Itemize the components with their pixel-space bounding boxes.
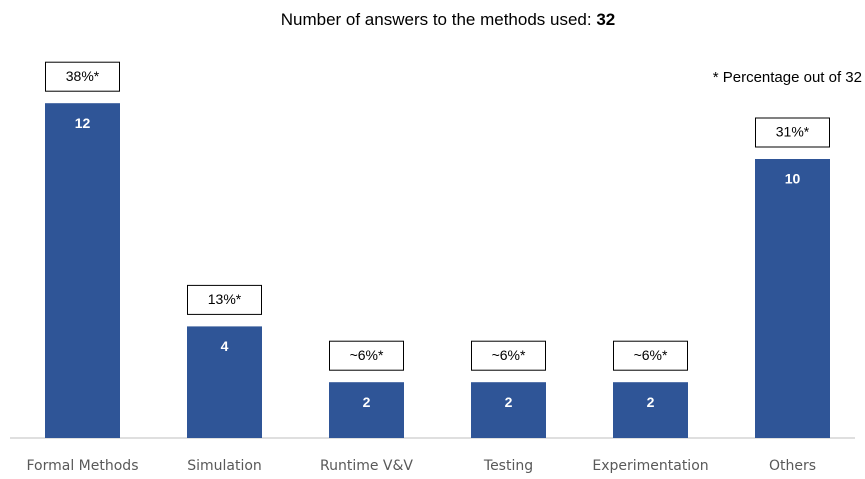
percent-box: [45, 61, 120, 92]
value-label: 2: [647, 394, 655, 410]
percent-label: ~6%*: [634, 347, 668, 363]
percent-box: [755, 117, 830, 148]
value-label: 10: [785, 171, 801, 187]
value-label: 12: [75, 115, 91, 131]
percent-label: ~6%*: [492, 347, 526, 363]
title-total: 32: [596, 10, 615, 29]
annotation: * Percentage out of 32: [713, 69, 862, 86]
bar: [755, 159, 830, 438]
percent-label: 31%*: [776, 124, 810, 140]
x-tick-label: Simulation: [187, 458, 262, 474]
x-tick-label: Experimentation: [592, 458, 708, 474]
percent-box: [329, 340, 404, 371]
bar: [471, 382, 546, 438]
bar: [45, 103, 120, 438]
percent-label: 13%*: [208, 291, 242, 307]
percent-box: [613, 340, 688, 371]
x-tick-label: Others: [769, 458, 816, 474]
percent-label: 38%*: [66, 68, 100, 84]
chart-title: Number of answers to the methods used: 3…: [281, 10, 616, 29]
x-tick-label: Testing: [483, 458, 533, 474]
percent-box: [187, 284, 262, 315]
percent-box: [471, 340, 546, 371]
bar: [329, 382, 404, 438]
x-tick-label: Formal Methods: [27, 458, 139, 474]
bar: [187, 326, 262, 438]
value-label: 4: [221, 338, 229, 354]
bar: [613, 382, 688, 438]
value-label: 2: [363, 394, 371, 410]
value-label: 2: [505, 394, 513, 410]
percent-label: ~6%*: [350, 347, 384, 363]
x-tick-label: Runtime V&V: [320, 458, 413, 474]
title-text: Number of answers to the methods used:: [281, 10, 592, 29]
